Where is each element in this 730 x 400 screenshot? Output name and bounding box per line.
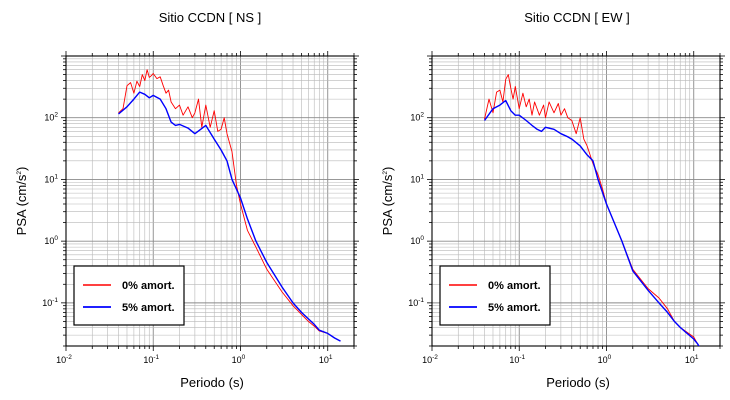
x-tick-label: 10-1 xyxy=(509,354,525,365)
legend-label: 0% amort. xyxy=(122,280,175,292)
series-line-5-amort xyxy=(118,91,341,342)
y-axis-label: PSA (cm/s2) xyxy=(380,167,395,236)
x-tick-label: 10-1 xyxy=(143,354,159,365)
x-tick-label: 10-2 xyxy=(422,354,438,365)
legend-box xyxy=(439,265,551,326)
legend-label: 5% amort. xyxy=(488,302,541,314)
series-line-0-amort xyxy=(118,69,341,342)
legend-box xyxy=(73,265,185,326)
y-tick-label: 100 xyxy=(410,235,424,246)
y-tick-label: 10-1 xyxy=(42,297,58,308)
grid xyxy=(431,55,721,347)
x-tick-label: 100 xyxy=(232,354,246,365)
chart-title: Sitio CCDN [ NS ] xyxy=(159,10,262,25)
x-axis-label: Periodo (s) xyxy=(180,375,244,390)
legend-label: 0% amort. xyxy=(488,280,541,292)
x-tick-label: 100 xyxy=(598,354,612,365)
y-tick-label: 10-1 xyxy=(408,297,424,308)
x-tick-label: 101 xyxy=(319,354,333,365)
x-axis-label: Periodo (s) xyxy=(546,375,610,390)
series-line-0-amort xyxy=(484,74,700,346)
x-tick-label: 101 xyxy=(685,354,699,365)
y-axis-label: PSA (cm/s2) xyxy=(14,167,29,236)
ticks xyxy=(61,51,359,351)
y-tick-label: 101 xyxy=(410,173,424,184)
chart-ns: 10-2 10-1 100 101 10-1 100 101 102 Sitio CCDN [ … xyxy=(14,10,359,390)
series-line-5-amort xyxy=(483,99,700,346)
legend: 0% amort. 5% amort. xyxy=(439,265,551,326)
y-tick-label: 100 xyxy=(44,235,58,246)
y-tick-label: 102 xyxy=(410,112,424,123)
y-tick-label: 102 xyxy=(44,112,58,123)
plot-frame xyxy=(431,55,721,347)
chart-ew: 10-2 10-1 100 101 10-1 100 101 102 Sitio CCDN [ … xyxy=(380,10,725,390)
legend: 0% amort. 5% amort. xyxy=(73,265,185,326)
legend-label: 5% amort. xyxy=(122,302,175,314)
ticks xyxy=(427,51,725,351)
y-tick-label: 101 xyxy=(44,173,58,184)
x-tick-label: 10-2 xyxy=(56,354,72,365)
chart-title: Sitio CCDN [ EW ] xyxy=(524,10,629,25)
plot-frame xyxy=(65,55,355,347)
